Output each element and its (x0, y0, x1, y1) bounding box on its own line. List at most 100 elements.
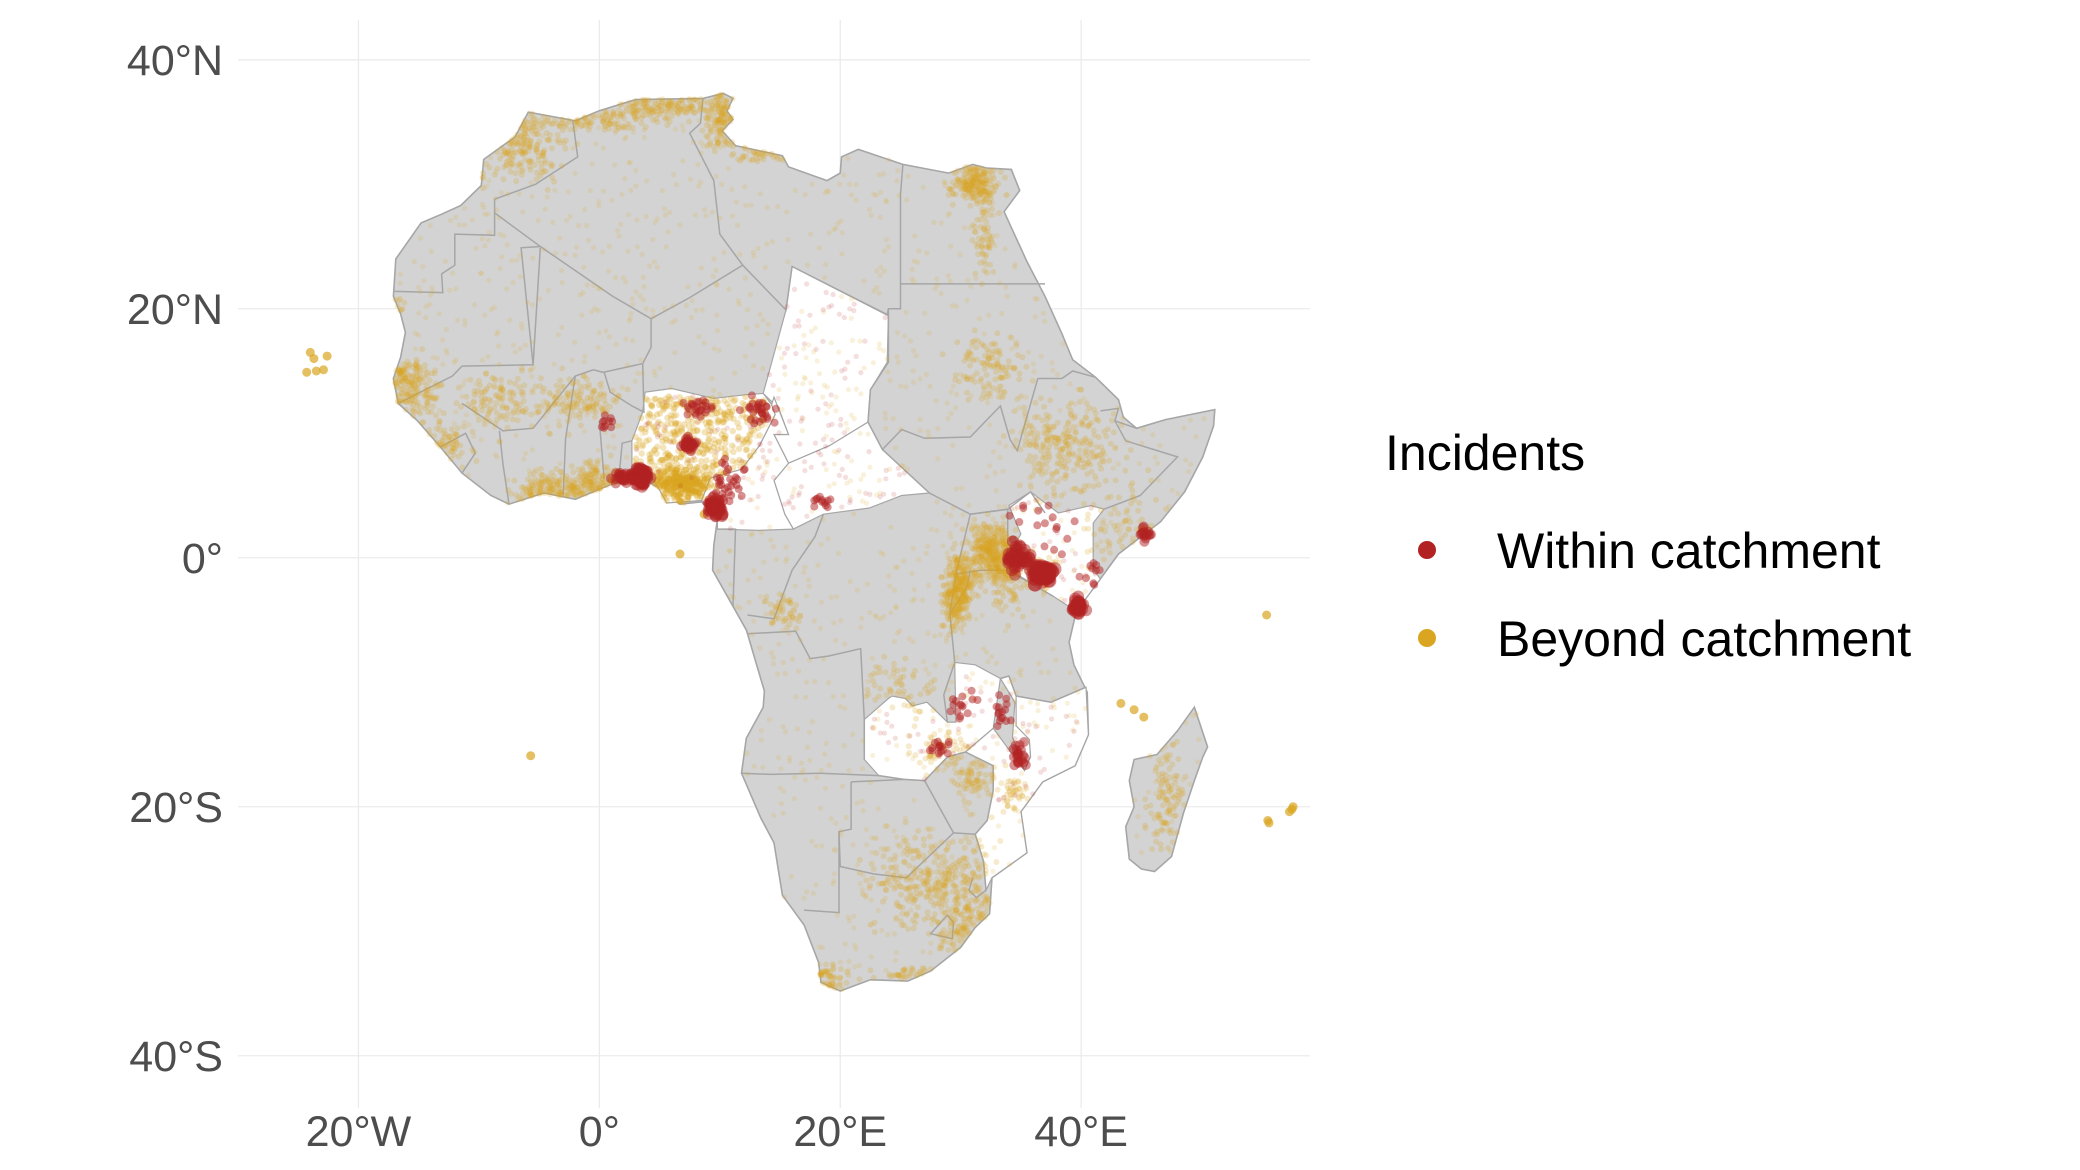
beyond-point (1048, 476, 1055, 483)
beyond-point (1123, 517, 1130, 524)
beyond-point (870, 865, 877, 872)
beyond-point (982, 168, 989, 174)
beyond-point (444, 450, 451, 456)
beyond-point (882, 415, 889, 421)
beyond-point (625, 212, 632, 218)
beyond-point (547, 431, 554, 438)
beyond-point (417, 289, 423, 295)
beyond-point (532, 383, 539, 390)
beyond-point (1119, 543, 1126, 550)
beyond-point (779, 355, 785, 361)
beyond-point (900, 463, 906, 470)
beyond-point (541, 147, 548, 154)
beyond-point (957, 736, 964, 743)
beyond-point (1195, 759, 1201, 765)
beyond-point (982, 187, 988, 194)
beyond-point (834, 594, 840, 600)
beyond-point (992, 243, 998, 249)
beyond-point (536, 403, 542, 409)
beyond-point (876, 290, 882, 296)
beyond-point (1112, 445, 1119, 452)
beyond-point (902, 885, 909, 892)
beyond-point (947, 278, 953, 284)
beyond-point (780, 659, 786, 666)
beyond-point (992, 341, 999, 348)
beyond-point (992, 580, 999, 587)
beyond-point (822, 275, 828, 281)
beyond-point (533, 147, 540, 154)
beyond-point (1053, 444, 1060, 450)
beyond-point (756, 151, 763, 158)
beyond-point (572, 476, 579, 483)
beyond-point (521, 149, 528, 156)
beyond-point (801, 895, 807, 901)
beyond-point (644, 103, 650, 110)
beyond-point (736, 301, 742, 307)
beyond-point (939, 859, 946, 866)
beyond-point (934, 880, 940, 886)
beyond-point (973, 198, 980, 205)
beyond-point (1100, 517, 1107, 524)
beyond-point (513, 403, 520, 410)
beyond-point (891, 931, 898, 937)
beyond-point (948, 591, 954, 597)
beyond-point (601, 109, 608, 115)
beyond-point (494, 331, 500, 337)
beyond-point (515, 161, 522, 168)
beyond-point (862, 894, 869, 900)
beyond-point (793, 380, 799, 386)
beyond-point (714, 139, 721, 146)
beyond-point (856, 856, 863, 863)
beyond-point (509, 140, 516, 147)
beyond-point (1039, 442, 1046, 449)
beyond-point (723, 99, 730, 106)
beyond-point (725, 165, 732, 171)
beyond-point (975, 251, 982, 258)
beyond-point (933, 398, 939, 404)
beyond-point (920, 836, 927, 843)
beyond-point (980, 892, 987, 899)
beyond-point (992, 561, 999, 568)
beyond-point (630, 301, 636, 307)
beyond-point (748, 532, 754, 538)
beyond-point (540, 123, 547, 130)
beyond-point (1102, 477, 1109, 484)
beyond-point (709, 209, 715, 215)
beyond-point (560, 137, 566, 143)
beyond-point (991, 524, 998, 531)
beyond-point (607, 114, 614, 121)
beyond-point (685, 105, 692, 112)
beyond-point (980, 360, 987, 367)
beyond-point (604, 464, 611, 470)
beyond-point (708, 107, 715, 114)
beyond-point (1043, 430, 1050, 437)
beyond-point (428, 292, 434, 298)
beyond-point (994, 563, 1001, 570)
beyond-point (867, 882, 874, 889)
beyond-point (547, 132, 553, 138)
beyond-point (716, 117, 723, 124)
country-border (943, 514, 972, 723)
beyond-point (475, 416, 482, 423)
beyond-point (979, 579, 985, 586)
beyond-point (992, 555, 999, 562)
beyond-point (1000, 540, 1007, 547)
beyond-point (578, 122, 585, 129)
beyond-point (975, 166, 982, 173)
beyond-point (994, 555, 1001, 562)
beyond-point (997, 169, 1004, 175)
beyond-point (997, 374, 1003, 381)
beyond-point (981, 188, 988, 195)
beyond-point (985, 547, 992, 554)
beyond-point (1034, 434, 1041, 441)
beyond-point (966, 907, 973, 914)
beyond-point (1053, 440, 1060, 447)
beyond-point (906, 749, 913, 756)
beyond-point (1056, 435, 1063, 442)
beyond-point (964, 374, 971, 381)
beyond-point (565, 117, 572, 124)
beyond-point (1002, 628, 1009, 634)
beyond-point (975, 192, 981, 199)
beyond-point (801, 569, 807, 576)
beyond-point (924, 909, 931, 916)
